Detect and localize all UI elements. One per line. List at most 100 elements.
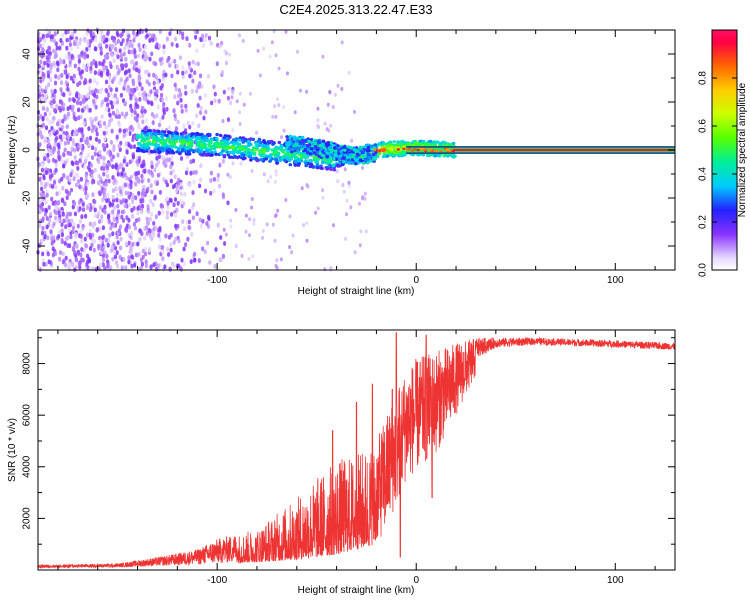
noise-cell bbox=[183, 84, 188, 90]
noise-cell bbox=[115, 186, 119, 192]
noise-cell bbox=[188, 124, 192, 130]
noise-cell bbox=[192, 202, 196, 208]
noise-cell bbox=[165, 195, 170, 201]
noise-cell bbox=[179, 97, 183, 103]
noise-cell bbox=[151, 202, 155, 208]
noise-cell bbox=[91, 266, 95, 272]
band-cell bbox=[259, 154, 264, 158]
band-cell bbox=[219, 140, 224, 145]
noise-cell bbox=[306, 184, 310, 189]
spectrogram-xtick-label: 0 bbox=[413, 275, 419, 286]
noise-cell bbox=[129, 40, 133, 46]
band-cell bbox=[386, 150, 391, 154]
noise-cell bbox=[265, 222, 269, 227]
band-cell bbox=[428, 148, 432, 151]
band-cell bbox=[288, 134, 293, 138]
noise-cell bbox=[209, 170, 213, 176]
noise-cell bbox=[117, 120, 121, 126]
band-cell bbox=[314, 160, 318, 164]
noise-cell bbox=[62, 163, 66, 169]
noise-cell bbox=[218, 43, 222, 48]
noise-cell bbox=[151, 37, 155, 43]
band-cell bbox=[355, 152, 360, 156]
noise-cell bbox=[184, 90, 188, 96]
noise-cell bbox=[105, 43, 109, 49]
noise-cell bbox=[40, 238, 44, 244]
band-cell bbox=[212, 145, 217, 149]
band-cell bbox=[373, 143, 378, 147]
noise-cell bbox=[107, 213, 111, 219]
noise-cell bbox=[44, 125, 49, 131]
noise-cell bbox=[72, 73, 76, 79]
noise-cell bbox=[227, 52, 231, 57]
noise-cell bbox=[129, 174, 134, 180]
noise-cell bbox=[55, 103, 59, 109]
noise-cell bbox=[44, 136, 48, 142]
band-cell bbox=[279, 147, 284, 151]
noise-cell bbox=[99, 262, 103, 268]
noise-cell bbox=[209, 41, 213, 46]
noise-cell bbox=[139, 230, 143, 236]
noise-cell bbox=[93, 70, 97, 75]
noise-cell bbox=[238, 91, 242, 96]
noise-cell bbox=[155, 162, 159, 168]
band-cell bbox=[231, 138, 236, 142]
noise-cell bbox=[110, 245, 114, 250]
band-cell bbox=[143, 144, 148, 148]
noise-cell bbox=[152, 221, 156, 226]
band-cell bbox=[373, 156, 378, 161]
noise-cell bbox=[197, 258, 201, 263]
noise-cell bbox=[115, 197, 119, 203]
noise-cell bbox=[266, 179, 270, 184]
noise-cell bbox=[115, 134, 119, 140]
noise-cell bbox=[116, 152, 120, 158]
band-cell bbox=[315, 163, 320, 168]
noise-cell bbox=[143, 109, 147, 114]
band-cell bbox=[179, 145, 184, 149]
band-cell bbox=[168, 144, 172, 148]
noise-cell bbox=[43, 234, 47, 240]
noise-cell bbox=[109, 87, 113, 93]
noise-cell bbox=[105, 143, 109, 149]
noise-cell bbox=[119, 92, 123, 98]
band-cell bbox=[307, 139, 311, 143]
noise-cell bbox=[112, 249, 117, 255]
band-cell bbox=[288, 163, 293, 167]
noise-cell bbox=[86, 232, 90, 238]
noise-cell bbox=[147, 209, 151, 215]
noise-cell bbox=[95, 81, 99, 86]
noise-cell bbox=[76, 173, 80, 179]
noise-cell bbox=[83, 159, 87, 165]
noise-cell bbox=[102, 155, 106, 161]
band-cell bbox=[254, 143, 259, 147]
noise-cell bbox=[160, 97, 164, 102]
noise-cell bbox=[127, 232, 131, 238]
noise-cell bbox=[49, 211, 53, 217]
noise-cell bbox=[60, 222, 64, 228]
noise-cell bbox=[105, 254, 109, 259]
noise-cell bbox=[45, 192, 49, 198]
noise-cell bbox=[91, 145, 95, 151]
noise-cell bbox=[333, 92, 337, 97]
band-cell bbox=[287, 158, 292, 163]
band-cell bbox=[439, 150, 443, 153]
band-cell bbox=[174, 131, 179, 135]
noise-cell bbox=[112, 76, 116, 82]
noise-cell bbox=[159, 117, 163, 123]
noise-cell bbox=[206, 74, 211, 79]
band-cell bbox=[304, 161, 308, 165]
band-cell bbox=[290, 141, 295, 146]
band-cell bbox=[168, 131, 172, 135]
noise-cell bbox=[53, 49, 57, 55]
noise-cell bbox=[127, 259, 131, 265]
noise-cell bbox=[158, 190, 162, 195]
noise-cell bbox=[43, 60, 47, 66]
noise-cell bbox=[40, 230, 45, 236]
band-cell bbox=[299, 156, 304, 160]
noise-cell bbox=[133, 110, 137, 115]
noise-cell bbox=[57, 75, 61, 81]
noise-cell bbox=[261, 229, 265, 233]
band-cell bbox=[290, 150, 294, 154]
noise-cell bbox=[227, 86, 231, 91]
noise-cell bbox=[161, 209, 165, 215]
